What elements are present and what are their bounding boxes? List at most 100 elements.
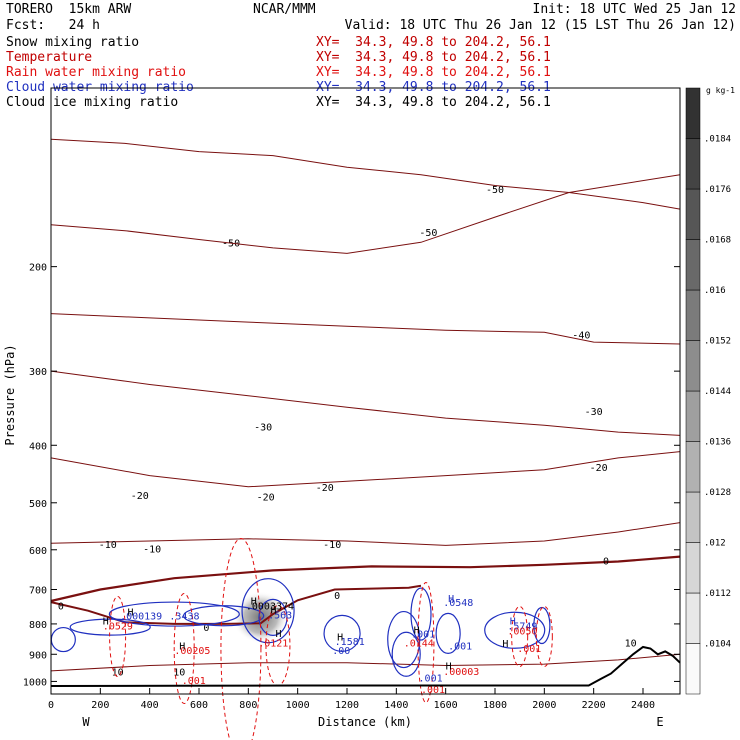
temperature-contour-label: -20	[316, 483, 334, 494]
y-tick-label: 1000	[23, 677, 47, 688]
x-axis-label: Distance (km)	[318, 715, 412, 729]
colorbar-cell	[685, 390, 701, 442]
cloud-water-value: .00	[332, 646, 350, 657]
rain-water-value: .001	[182, 676, 206, 687]
temperature-contour-label: -30	[585, 407, 603, 418]
cloud-water-value: .5749	[507, 622, 537, 633]
colorbar-cell	[685, 542, 701, 594]
plot-frame	[50, 87, 681, 695]
temperature-contour	[50, 370, 681, 436]
colorbar-unit: g kg-1	[706, 86, 735, 95]
maximum-marker: H	[337, 632, 343, 643]
x-tick-label: 400	[141, 700, 159, 711]
temperature-contour-label: 10	[173, 668, 185, 679]
rain-water-value: .00003	[443, 667, 479, 678]
freezing-contour-label: 0	[334, 591, 340, 602]
maximum-marker: H	[448, 594, 454, 605]
center-title: NCAR/MMM	[253, 2, 316, 17]
init-time: Init: 18 UTC Wed 25 Jan 12	[532, 2, 737, 17]
colorbar-tick-label: .0152	[704, 337, 731, 347]
y-tick-label: 500	[29, 499, 47, 510]
cloud-water-contour	[484, 611, 546, 649]
cloud-water-contour	[241, 578, 295, 644]
colorbar-cell	[685, 188, 701, 240]
valid-time: Valid: 18 UTC Thu 26 Jan 12 (15 LST Thu …	[344, 18, 736, 33]
temperature-contour	[50, 174, 681, 254]
legend-cloud-ice-xy: XY= 34.3, 49.8 to 204.2, 56.1	[316, 95, 551, 110]
snow-shading	[232, 591, 289, 644]
model-title: TORERO 15km ARW	[6, 2, 132, 17]
temperature-contour-label: -10	[143, 544, 161, 555]
temperature-contour	[50, 451, 681, 488]
x-tick-label: 1600	[434, 700, 458, 711]
colorbar-tick-label: .0128	[704, 488, 731, 498]
colorbar-cell	[685, 87, 701, 139]
temperature-contour	[50, 555, 681, 603]
colorbar-cell	[685, 491, 701, 543]
rain-water-contour	[511, 605, 529, 667]
colorbar-cell	[685, 340, 701, 392]
forecast-hour: Fcst: 24 h	[6, 18, 100, 33]
temperature-contour-label: -50	[486, 185, 504, 196]
colorbar-tick-label: .012	[704, 539, 726, 549]
colorbar-tick-label: .0144	[704, 387, 731, 397]
temperature-contour	[50, 522, 681, 546]
colorbar-tick-label: .0184	[704, 135, 731, 145]
temperature-contour-label: -20	[590, 463, 608, 474]
cloud-water-contour	[323, 614, 361, 653]
x-tick-label: 200	[91, 700, 109, 711]
cloud-water-contour	[50, 626, 76, 653]
colorbar-cell	[685, 239, 701, 291]
cloud-water-value: .3438	[169, 612, 199, 623]
freezing-contour-label: 0	[203, 623, 209, 634]
cloud-water-value: .001	[419, 674, 443, 685]
maximum-marker: H	[251, 596, 257, 607]
temperature-contour-label: 10	[625, 639, 637, 650]
temperature-contour-label: -50	[419, 228, 437, 239]
maximum-marker: H	[446, 661, 452, 672]
maximum-marker: H	[103, 617, 109, 628]
temperature-contour-label: 10	[112, 668, 124, 679]
rain-water-contour	[535, 605, 553, 667]
y-tick-label: 200	[29, 263, 47, 274]
y-tick-label: 700	[29, 586, 47, 597]
freezing-contour-label: 0	[58, 602, 64, 613]
cloud-water-contour	[183, 605, 265, 627]
temperature-contour	[50, 653, 681, 672]
x-tick-label: 1400	[384, 700, 408, 711]
legend-rain: Rain water mixing ratio	[6, 65, 187, 80]
x-east-label: E	[656, 715, 663, 729]
rain-water-value: .00205	[174, 646, 210, 657]
temperature-contour	[50, 138, 681, 210]
maximum-marker: H	[271, 606, 277, 617]
rain-water-contour	[109, 595, 127, 677]
temperature-contour-label: -50	[222, 238, 240, 249]
cloud-water-value: .563	[268, 611, 292, 622]
legend-snow: Snow mixing ratio	[6, 35, 140, 50]
temperature-contour-label: -20	[131, 491, 149, 502]
cloud-water-value: .001	[411, 629, 435, 640]
rain-water-value: .0144	[404, 639, 434, 650]
legend-temperature-xy: XY= 34.3, 49.8 to 204.2, 56.1	[316, 50, 551, 65]
cloud-water-contour	[410, 587, 432, 641]
rain-water-value: .001	[517, 644, 541, 655]
legend-cloud-ice: Cloud ice mixing ratio	[6, 95, 179, 110]
temperature-contour-label: 0	[603, 556, 609, 567]
temperature-contour-label: -40	[572, 330, 590, 341]
y-tick-label: 300	[29, 367, 47, 378]
temperature-contour-label: -10	[99, 540, 117, 551]
temperature-contour-label: -30	[254, 423, 272, 434]
y-tick-label: 900	[29, 650, 47, 661]
y-tick-label: 600	[29, 546, 47, 557]
cloud-water-value: .0548	[443, 598, 473, 609]
x-tick-label: 2400	[631, 700, 655, 711]
colorbar-tick-label: .016	[704, 286, 726, 296]
legend-rain-xy: XY= 34.3, 49.8 to 204.2, 56.1	[316, 65, 551, 80]
y-tick-label: 800	[29, 620, 47, 631]
snow-value: .0003374	[246, 602, 294, 613]
rain-water-value: .0529	[103, 622, 133, 633]
legend-snow-xy: XY= 34.3, 49.8 to 204.2, 56.1	[316, 35, 551, 50]
terrain-line	[50, 645, 681, 687]
maximum-marker: H	[510, 617, 516, 628]
